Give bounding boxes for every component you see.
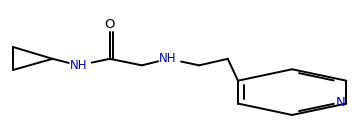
- Text: NH: NH: [70, 59, 87, 72]
- Text: N: N: [336, 96, 346, 109]
- Text: NH: NH: [159, 52, 177, 65]
- Text: O: O: [104, 18, 115, 31]
